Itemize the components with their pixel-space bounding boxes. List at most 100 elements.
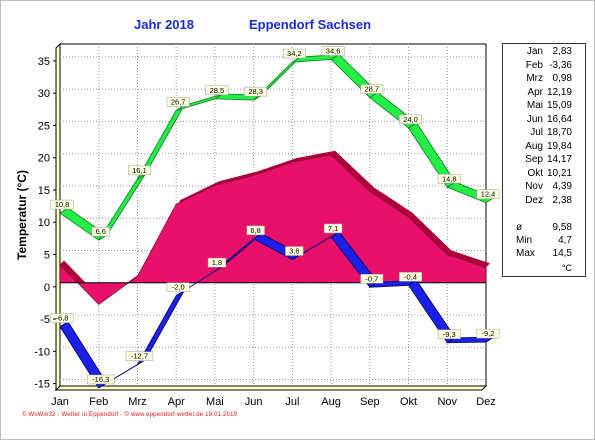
max-temperature-label: 24,0 (403, 115, 418, 124)
x-tick-label: Apr (168, 396, 185, 408)
min-temperature-label: -2,0 (172, 283, 185, 292)
max-temperature-label-box (166, 97, 190, 107)
max-temperature-label-box (128, 165, 151, 176)
y-tick-label: 10 (38, 217, 50, 229)
legend-month: Jul (530, 127, 543, 138)
y-tick-label: -10 (34, 346, 50, 358)
legend-month: Feb (525, 59, 543, 71)
chart-title-year: Jahr 2018 (134, 17, 194, 32)
max-temperature-label: 6,6 (96, 227, 106, 236)
legend-month: Mai (526, 100, 543, 111)
legend-row-aug: Aug 19,84 (503, 141, 585, 154)
legend-month: Jun (526, 113, 543, 125)
legend-value: 19,84 (546, 140, 572, 152)
legend-summary-value: 4,7 (558, 235, 572, 246)
y-tick-label: 15 (38, 185, 50, 197)
legend-summary-row: Max 14,5 (503, 248, 585, 261)
min-temperature-label: 6,8 (250, 226, 260, 235)
max-temperature-label: 28,5 (210, 86, 225, 95)
legend-row-feb: Feb -3,36 (503, 60, 585, 73)
max-temperature-label: 34,2 (287, 49, 302, 58)
max-temperature-label-box (399, 114, 422, 125)
min-temperature-label: -12,7 (131, 352, 148, 361)
legend-value: 15,09 (546, 100, 572, 111)
max-temperature-label-box (282, 48, 306, 59)
max-temperature-label-box (244, 86, 268, 97)
plot-wall-left (55, 42, 61, 392)
min-temperature-label: -9,2 (482, 329, 495, 338)
min-temperature-label: 3,6 (289, 247, 299, 256)
max-temperature-label: 28,7 (365, 85, 380, 94)
legend-summary-row: Min 4,7 (503, 235, 585, 248)
max-temperature-label-box (321, 46, 345, 56)
legend-value: 2,83 (552, 46, 572, 57)
min-temperature-label-box (50, 313, 74, 323)
legend-unit: °C (561, 263, 572, 273)
legend-row-jun: Jun 16,64 (503, 114, 585, 127)
max-temperature-label: 14,8 (442, 174, 457, 183)
legend-month: Apr (527, 86, 543, 98)
legend-value: 4,39 (552, 181, 572, 192)
plot-floor (54, 385, 488, 391)
min-temperature-label: -0,4 (404, 272, 417, 281)
max-temperature-label-box (91, 226, 110, 237)
max-temperature-label-box (50, 199, 74, 210)
y-tick-label: 30 (38, 88, 50, 100)
legend-row-mrz: Mrz 0,98 (503, 73, 585, 86)
max-temperature-label-box (476, 189, 500, 199)
max-temperature-label: 10,8 (55, 200, 70, 209)
monthly-mean-legend: Jan 2,83 Feb -3,36 Mrz 0,98 Apr 12,19 Mai 15,09 Ju… (502, 43, 586, 277)
min-temperature-label: 1,8 (212, 258, 222, 267)
y-tick-label: -15 (34, 379, 50, 391)
legend-row-dez: Dez 2,38 (503, 195, 585, 208)
legend-month: Sep (525, 154, 543, 165)
max-temperature-label: 26,7 (171, 97, 186, 106)
min-temperature-label-box (125, 351, 154, 361)
legend-value: 12,19 (546, 86, 572, 98)
max-temperature-label: 28,3 (248, 87, 263, 96)
min-temperature-label-box (437, 329, 461, 340)
legend-row-jul: Jul 18,70 (503, 127, 585, 140)
max-temperature-label: 12,4 (481, 190, 496, 199)
min-temperature-label: -16,3 (92, 375, 109, 384)
legend-row-apr: Apr 12,19 (503, 87, 585, 100)
legend-value: 0,98 (552, 73, 572, 84)
legend-month: Aug (525, 140, 543, 152)
legend-row-mai: Mai 15,09 (503, 100, 585, 113)
x-tick-label: Okt (400, 396, 417, 408)
min-temperature-label-box (476, 328, 500, 339)
area-mean-temperature (59, 154, 487, 305)
x-tick-label: Jan (51, 396, 69, 408)
chart-title-station: Eppendorf Sachsen (249, 17, 372, 32)
legend-summary-name: Min (516, 235, 533, 246)
min-temperature-label-box (399, 272, 422, 282)
legend-value: -3,36 (549, 59, 572, 71)
min-temperature-label: -0,7 (365, 274, 378, 283)
y-tick-label: 0 (44, 282, 50, 294)
x-tick-label: Dez (476, 396, 496, 408)
legend-summary-value: 14,5 (552, 248, 572, 259)
x-tick-label: Nov (437, 396, 457, 408)
max-temperature-label-box (437, 174, 461, 184)
x-tick-label: Jul (285, 396, 299, 408)
legend-value: 10,21 (546, 167, 572, 179)
x-tick-label: Feb (89, 396, 108, 408)
max-temperature-label: 34,6 (326, 46, 341, 55)
min-temperature-label: -9,3 (443, 330, 456, 339)
x-tick-label: Jun (245, 396, 263, 408)
min-temperature-label-box (207, 257, 227, 268)
y-tick-label: 5 (44, 249, 50, 261)
x-tick-label: Mai (206, 396, 224, 408)
legend-summary-name: ø (516, 222, 523, 233)
legend-summary-value: 9,58 (552, 222, 572, 233)
legend-month: Nov (525, 181, 543, 192)
footer-credit: © WsWin32 - Wetter in Eppendorf - © www.… (22, 412, 238, 418)
min-temperature-label: 7,1 (328, 224, 338, 233)
x-tick-label: Mrz (128, 396, 146, 408)
legend-value: 18,70 (546, 127, 572, 138)
legend-row-okt: Okt 10,21 (503, 168, 585, 181)
legend-value: 14,17 (546, 154, 572, 165)
min-temperature-label-box (285, 246, 304, 256)
max-temperature-label-box (360, 84, 384, 94)
